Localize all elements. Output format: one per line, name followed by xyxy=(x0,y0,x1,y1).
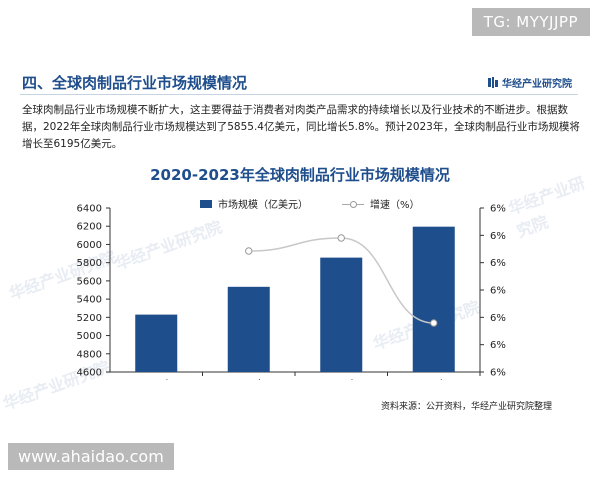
bar-2 xyxy=(227,286,270,372)
y-left-tick-label: 5800 xyxy=(77,258,102,269)
growth-point-2 xyxy=(337,234,345,242)
y-left-tick-label: 6000 xyxy=(77,240,102,251)
x-tick-label: 2023年E xyxy=(413,378,455,380)
bottom-watermark-badge: www.ahaidao.com xyxy=(8,443,174,470)
legend-bar-label: 市场规模（亿美元） xyxy=(218,200,308,211)
brand-logo-icon xyxy=(488,77,498,88)
x-tick-label: 2022年 xyxy=(324,378,359,380)
y-right-tick-label: 6% xyxy=(490,313,506,324)
y-left-tick-label: 6200 xyxy=(77,222,102,233)
brand-name: 华经产业研究院 xyxy=(502,79,572,90)
y-right-tick-label: 6% xyxy=(490,231,506,242)
bar-4 xyxy=(412,226,455,372)
x-tick-label: 2021年 xyxy=(231,378,266,380)
chart-title: 2020-2023年全球肉制品行业市场规模情况 xyxy=(150,166,450,184)
y-right-tick-label: 6% xyxy=(490,340,506,351)
y-left-tick-label: 5600 xyxy=(77,276,102,287)
growth-line xyxy=(248,237,434,324)
y-left-tick-label: 6400 xyxy=(77,204,102,215)
y-left-tick-label: 5400 xyxy=(77,295,102,306)
top-watermark-badge: TG: MYYJJPP xyxy=(471,8,590,36)
y-right-tick-label: 6% xyxy=(490,204,506,215)
data-source: 资料来源：公开资料，华经产业研究院整理 xyxy=(380,402,552,412)
y-left-tick-label: 5200 xyxy=(77,313,102,324)
bar-1 xyxy=(135,314,178,372)
brand-header: 华经产业研究院 xyxy=(488,75,572,90)
growth-point-1 xyxy=(245,247,253,255)
legend-bar-swatch xyxy=(200,199,212,208)
x-tick-label: 2020年 xyxy=(139,378,174,380)
y-left-tick-label: 5000 xyxy=(77,331,102,342)
intro-paragraph: 全球肉制品行业市场规模不断扩大，这主要得益于消费者对肉类产品需求的持续增长以及行… xyxy=(22,104,580,150)
legend-line-swatch xyxy=(342,199,364,209)
section-title: 四、全球肉制品行业市场规模情况 xyxy=(22,74,248,92)
growth-point-3 xyxy=(430,319,438,327)
chart-legend: 市场规模（亿美元） 增速（%） xyxy=(200,196,420,211)
bar-line-chart: 4600 4800 5000 5200 5400 5600 5800 6000 6200 6400… xyxy=(77,204,506,381)
y-left-tick-label: 4800 xyxy=(77,349,102,360)
y-right-tick-label: 6% xyxy=(490,258,506,269)
bar-3 xyxy=(320,257,363,372)
title-divider xyxy=(20,94,578,95)
y-left-tick-label: 4600 xyxy=(77,368,102,379)
legend-line-label: 增速（%） xyxy=(370,200,420,211)
y-right-tick-label: 6% xyxy=(490,368,506,379)
y-right-tick-label: 6% xyxy=(490,286,506,297)
